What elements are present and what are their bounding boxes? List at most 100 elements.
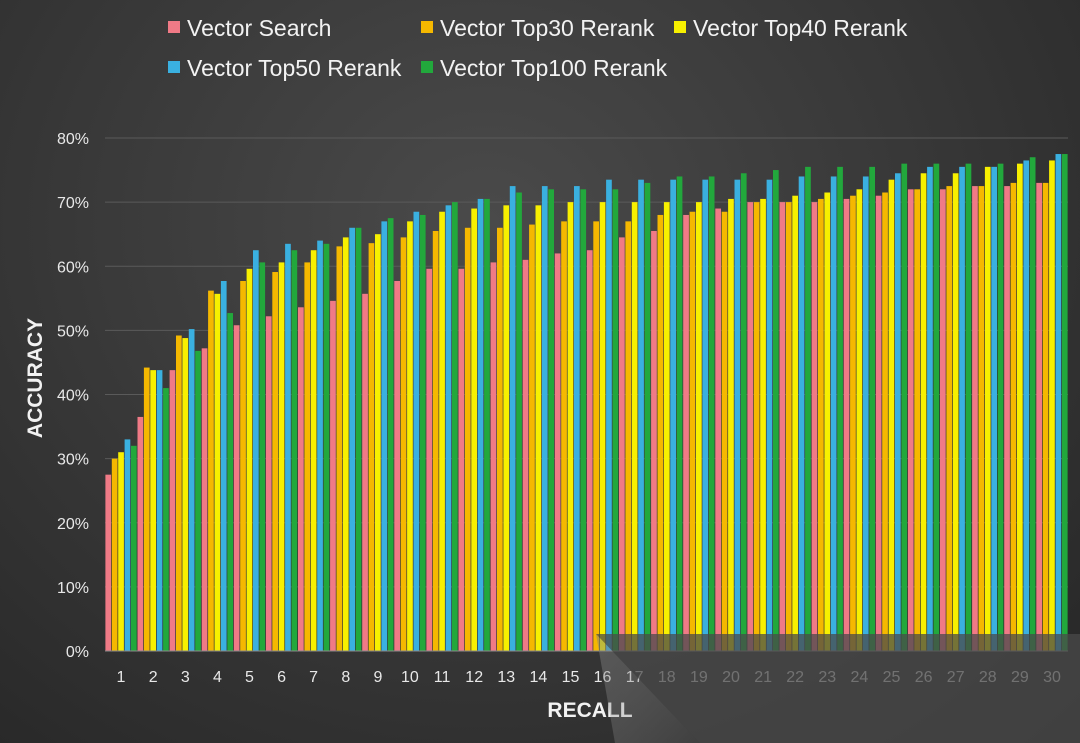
- bar: [188, 329, 195, 651]
- bar: [798, 176, 805, 651]
- bar: [728, 198, 734, 652]
- bar: [105, 474, 112, 651]
- y-tick-label: 40%: [57, 388, 89, 405]
- bar: [342, 237, 349, 651]
- bar: [272, 272, 278, 651]
- bar: [413, 211, 420, 652]
- legend-swatch: [674, 21, 686, 33]
- bar: [220, 281, 227, 651]
- y-tick-label: 70%: [57, 195, 89, 212]
- bar: [830, 176, 837, 651]
- bar: [1023, 160, 1030, 651]
- x-tick-label: 10: [401, 669, 419, 686]
- bar: [362, 293, 368, 651]
- legend-swatch: [421, 61, 433, 73]
- legend-swatch: [168, 61, 180, 73]
- bar: [766, 179, 773, 651]
- bar: [208, 290, 214, 651]
- bar: [773, 170, 779, 651]
- bar: [522, 259, 529, 651]
- bar: [541, 186, 548, 651]
- x-tick-label: 3: [181, 669, 190, 686]
- bar: [131, 445, 137, 651]
- bar: [580, 189, 587, 652]
- bars: [105, 154, 1068, 652]
- bar: [1061, 154, 1068, 651]
- bar: [702, 179, 709, 651]
- bar: [850, 195, 856, 651]
- bar: [233, 325, 240, 651]
- x-tick-label: 12: [465, 669, 483, 686]
- bar: [779, 202, 786, 652]
- bar: [991, 166, 997, 652]
- bar: [676, 176, 683, 651]
- bar: [330, 300, 336, 651]
- bar: [439, 211, 445, 652]
- bar: [375, 234, 381, 651]
- y-axis-title: ACCURACY: [24, 318, 47, 438]
- bar: [959, 166, 965, 652]
- legend-label: Vector Top50 Rerank: [187, 55, 402, 81]
- y-tick-label: 30%: [57, 452, 89, 469]
- legend: Vector Search Vector Top30 Rerank Vector T…: [168, 15, 908, 81]
- bar: [176, 335, 182, 651]
- bar: [1055, 154, 1062, 651]
- bar: [663, 202, 670, 652]
- bar: [503, 205, 510, 651]
- legend-swatch: [421, 21, 433, 33]
- bar: [349, 227, 355, 651]
- bar: [458, 268, 465, 651]
- bar: [914, 189, 920, 652]
- bar: [310, 250, 317, 651]
- bar: [997, 163, 1004, 651]
- bar: [785, 202, 792, 652]
- bar: [317, 240, 323, 651]
- bar: [169, 370, 176, 651]
- bar: [554, 253, 561, 651]
- bar: [477, 198, 484, 652]
- bar: [683, 214, 689, 651]
- bar: [1049, 160, 1055, 651]
- bar: [381, 221, 388, 652]
- bar: [535, 205, 542, 651]
- bar: [792, 195, 798, 651]
- x-tick-label: 11: [434, 669, 451, 686]
- bar: [708, 176, 715, 651]
- y-axis-ticks: 0% 10% 20% 30% 40% 50% 60% 70% 80%: [57, 131, 89, 661]
- x-tick-label: 5: [245, 669, 254, 686]
- bar: [933, 163, 940, 651]
- bar: [497, 227, 503, 651]
- bar: [760, 198, 766, 652]
- legend-swatch: [168, 21, 180, 33]
- bar: [753, 202, 760, 652]
- x-tick-label: 14: [530, 669, 548, 686]
- bar: [901, 163, 908, 651]
- bar: [721, 211, 728, 652]
- bar: [259, 262, 266, 651]
- bar: [509, 186, 516, 651]
- bar: [214, 293, 221, 651]
- bar: [895, 173, 901, 651]
- page-curl-overlay: [596, 634, 1080, 743]
- bar: [426, 268, 433, 651]
- bar: [888, 179, 895, 651]
- y-tick-label: 0%: [66, 644, 89, 661]
- bar: [689, 211, 696, 652]
- bar: [1029, 157, 1036, 652]
- bar: [118, 452, 124, 651]
- x-tick-label: 8: [341, 669, 350, 686]
- bar: [285, 243, 291, 651]
- bar: [548, 189, 554, 652]
- bar: [452, 202, 458, 652]
- bar: [920, 173, 927, 651]
- bar: [862, 176, 869, 651]
- bar: [163, 388, 169, 651]
- bar: [195, 350, 201, 651]
- x-tick-label: 6: [277, 669, 286, 686]
- bar: [394, 281, 400, 651]
- x-tick-label: 7: [309, 669, 318, 686]
- bar: [612, 189, 619, 652]
- bar: [869, 166, 875, 652]
- bar: [516, 192, 522, 651]
- bar: [952, 173, 959, 651]
